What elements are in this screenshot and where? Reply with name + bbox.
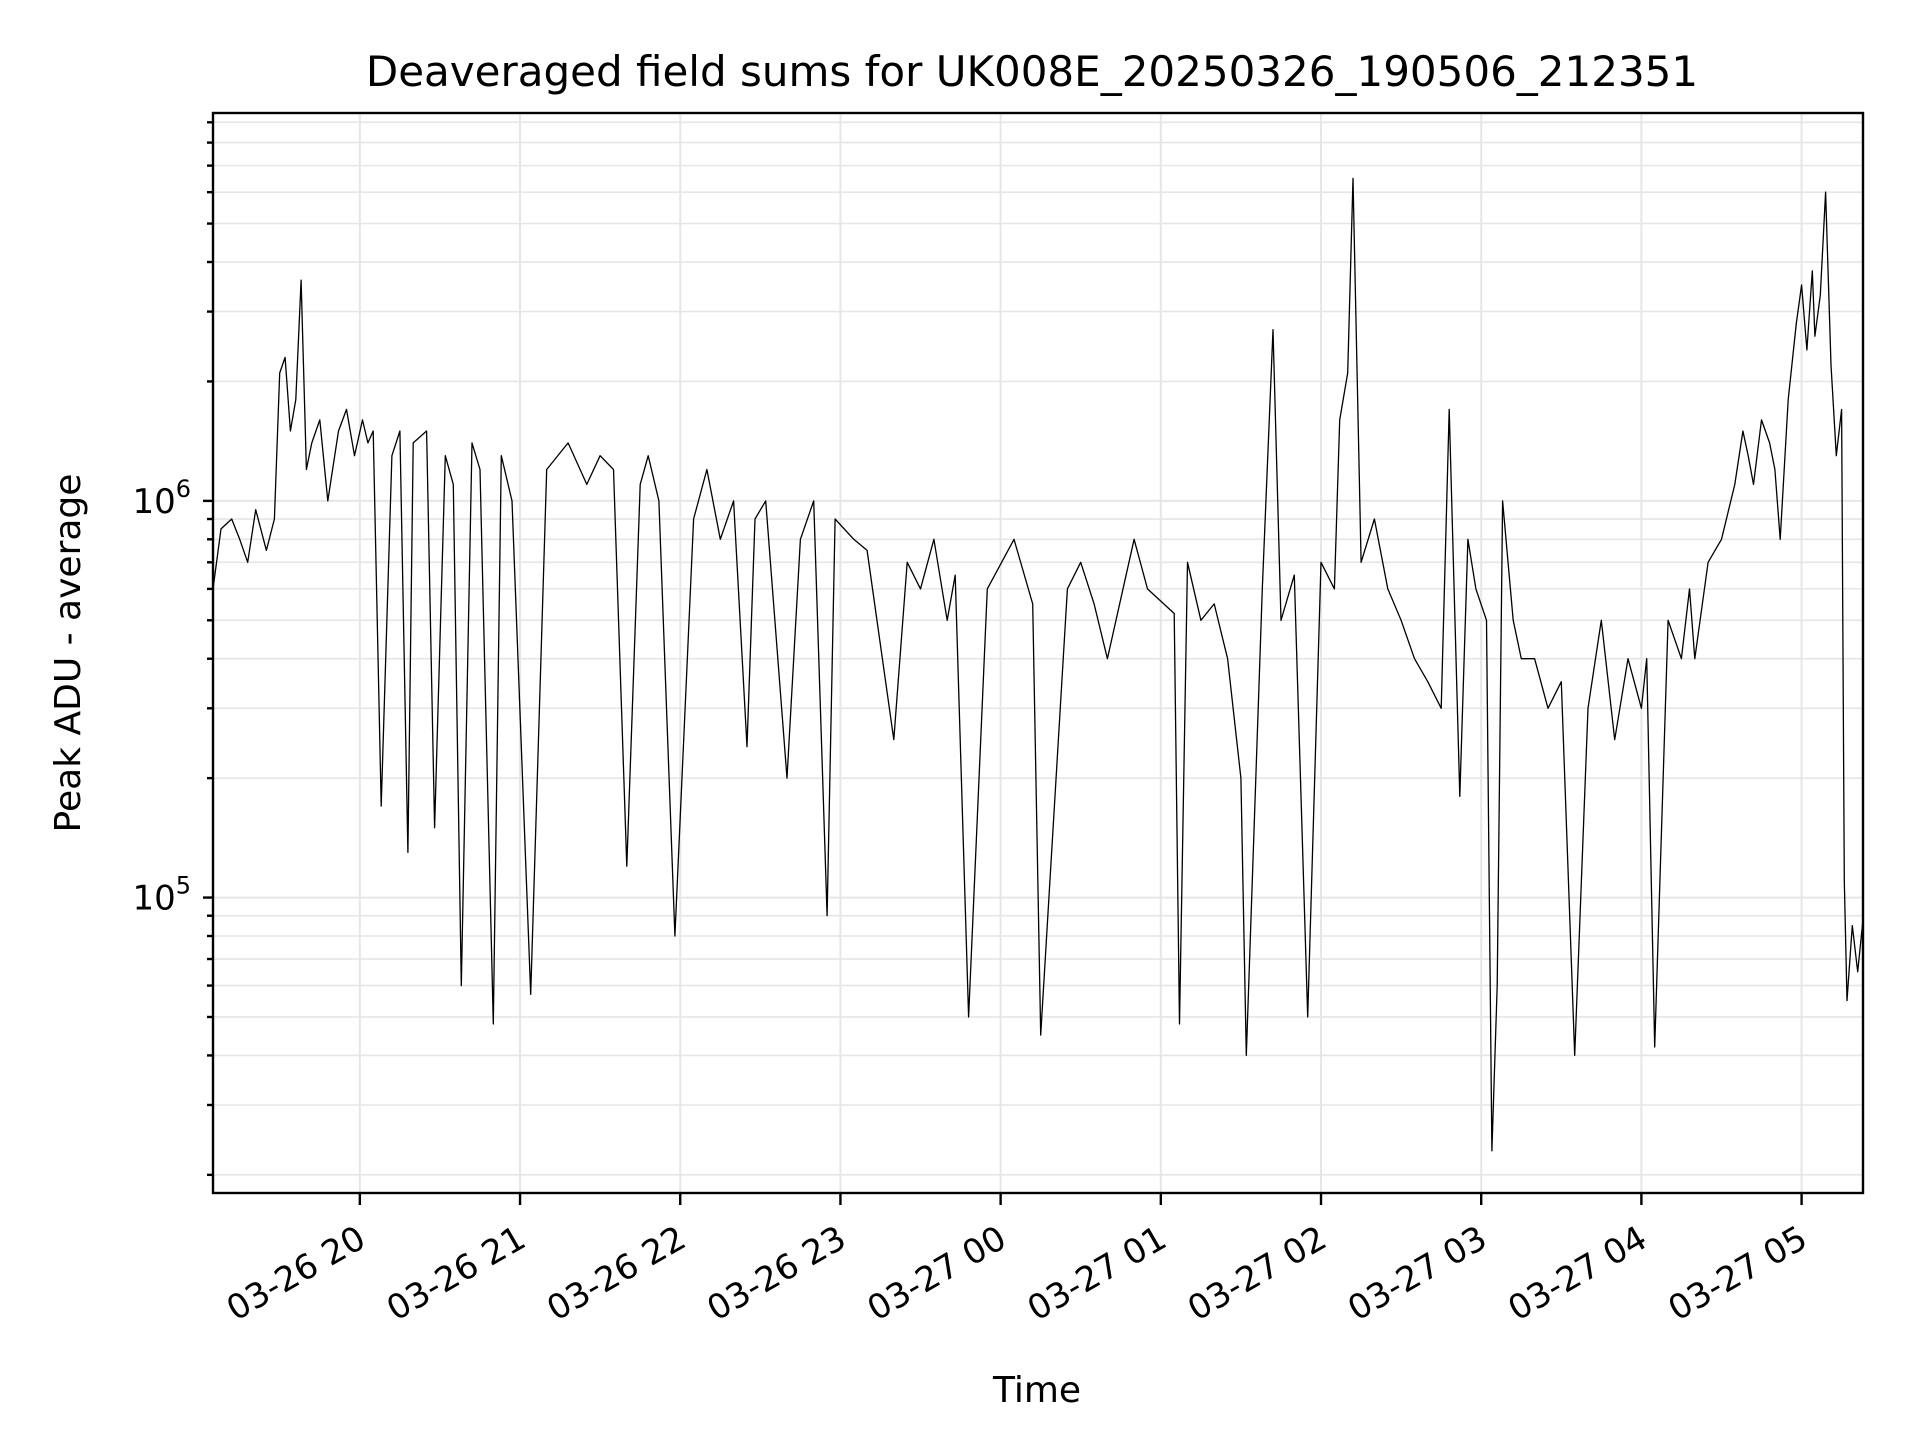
y-tick-exponent: 6: [176, 475, 191, 503]
ticks: [203, 121, 1803, 1205]
x-tick-label: 03-27 02: [1181, 1218, 1333, 1329]
x-tick-label: 03-26 23: [701, 1218, 853, 1329]
series-layer: [212, 177, 1864, 1152]
x-tick-label: 03-27 04: [1502, 1218, 1654, 1329]
x-tick-label: 03-27 03: [1341, 1218, 1493, 1329]
x-tick-label: 03-27 05: [1662, 1218, 1814, 1329]
y-tick-label: 106: [132, 475, 191, 522]
x-tick-label: 03-26 22: [540, 1218, 692, 1329]
x-tick-label: 03-26 20: [220, 1218, 372, 1329]
y-tick-base: 10: [132, 482, 175, 522]
chart-title: Deaveraged field sums for UK008E_2025032…: [366, 47, 1698, 96]
x-tick-label: 03-27 00: [861, 1218, 1013, 1329]
series-line: [212, 177, 1864, 1152]
y-tick-exponent: 5: [176, 872, 191, 900]
plot-frame: [211, 111, 1865, 1195]
y-axis-label: Peak ADU - average: [48, 474, 89, 833]
y-tick-base: 10: [132, 879, 175, 919]
y-tick-label: 105: [132, 872, 191, 919]
x-tick-label: 03-26 21: [380, 1218, 532, 1329]
x-tick-labels: 03-26 20 03-26 21 03-26 22 03-26 23 03-27 00…: [220, 1218, 1814, 1329]
x-tick-label: 03-27 01: [1021, 1218, 1173, 1329]
grid: [213, 113, 1863, 1193]
x-axis-label: Time: [992, 1370, 1081, 1411]
